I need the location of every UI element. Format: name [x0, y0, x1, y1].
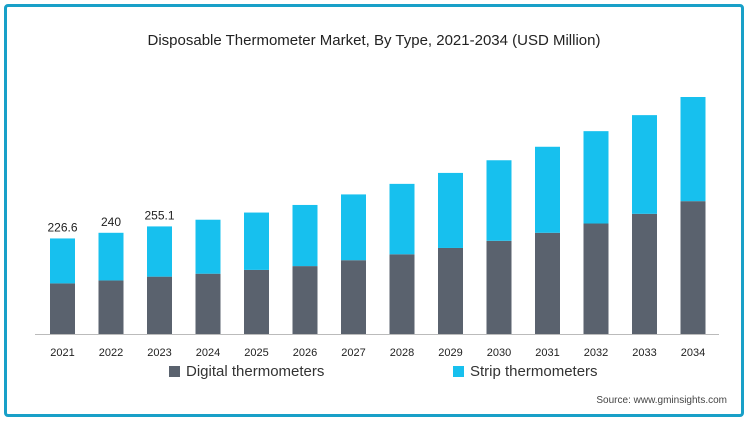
legend-item-strip: Strip thermometers [453, 363, 598, 380]
bar-strip-2031 [535, 146, 560, 233]
bar-digital-2027 [341, 260, 366, 334]
bar-digital-2032 [583, 223, 609, 334]
bar-strip-2034 [680, 97, 706, 202]
bar-strip-2022 [98, 232, 124, 281]
bar-digital-2023 [147, 276, 172, 334]
x-tick-label-2021: 2021 [50, 347, 74, 359]
x-tick-label-2032: 2032 [584, 347, 608, 359]
legend-swatch-digital [169, 366, 180, 377]
bar-digital-2021 [50, 283, 75, 334]
x-tick-label-2024: 2024 [196, 347, 220, 359]
bar-strip-2025 [244, 212, 269, 270]
bar-strip-2029 [438, 172, 463, 248]
x-tick-label-2031: 2031 [535, 347, 559, 359]
bar-digital-2031 [535, 232, 560, 334]
bar-digital-2025 [244, 269, 269, 334]
bar-strip-2027 [341, 194, 366, 261]
bar-strip-2024 [195, 219, 221, 274]
x-tick-label-2023: 2023 [147, 347, 171, 359]
legend-item-digital: Digital thermometers [169, 363, 324, 380]
bar-digital-2029 [438, 247, 463, 334]
legend: Digital thermometers Strip thermometers [7, 363, 741, 383]
source-note: Source: www.gminsights.com [596, 395, 727, 406]
bar-digital-2028 [389, 254, 415, 334]
legend-label-digital: Digital thermometers [186, 363, 325, 380]
stacked-bar-chart: 2021 2022 2023 2024 2025 2026 2027 2028 2029 2030… [35, 97, 719, 359]
data-label-2021: 226.6 [47, 220, 77, 234]
bar-strip-2026 [292, 204, 318, 267]
bar-digital-2030 [486, 240, 512, 334]
bar-digital-2024 [195, 273, 221, 334]
bar-digital-2034 [680, 201, 706, 334]
bar-strip-2032 [583, 131, 609, 224]
chart-frame: Disposable Thermometer Market, By Type, … [4, 4, 744, 417]
x-tick-label-2027: 2027 [341, 347, 365, 359]
bar-strip-2023 [147, 226, 172, 277]
bar-strip-2033 [632, 115, 657, 214]
x-tick-label-2022: 2022 [99, 347, 123, 359]
bar-digital-2022 [98, 280, 124, 334]
bar-strip-2021 [50, 238, 75, 284]
bar-strip-2030 [486, 160, 512, 241]
bar-strip-2028 [389, 183, 415, 255]
legend-label-strip: Strip thermometers [470, 363, 598, 380]
data-label-2023: 255.1 [144, 208, 174, 222]
bar-digital-2033 [632, 213, 657, 334]
chart-title: Disposable Thermometer Market, By Type, … [147, 32, 601, 49]
x-tick-label-2033: 2033 [632, 347, 656, 359]
bar-digital-2026 [292, 266, 318, 334]
data-label-2022: 240 [101, 215, 121, 229]
legend-swatch-strip [453, 366, 464, 377]
x-tick-label-2034: 2034 [681, 347, 705, 359]
x-tick-label-2030: 2030 [487, 347, 511, 359]
x-tick-label-2026: 2026 [293, 347, 317, 359]
x-tick-label-2028: 2028 [390, 347, 414, 359]
x-tick-label-2029: 2029 [438, 347, 462, 359]
x-tick-label-2025: 2025 [244, 347, 268, 359]
